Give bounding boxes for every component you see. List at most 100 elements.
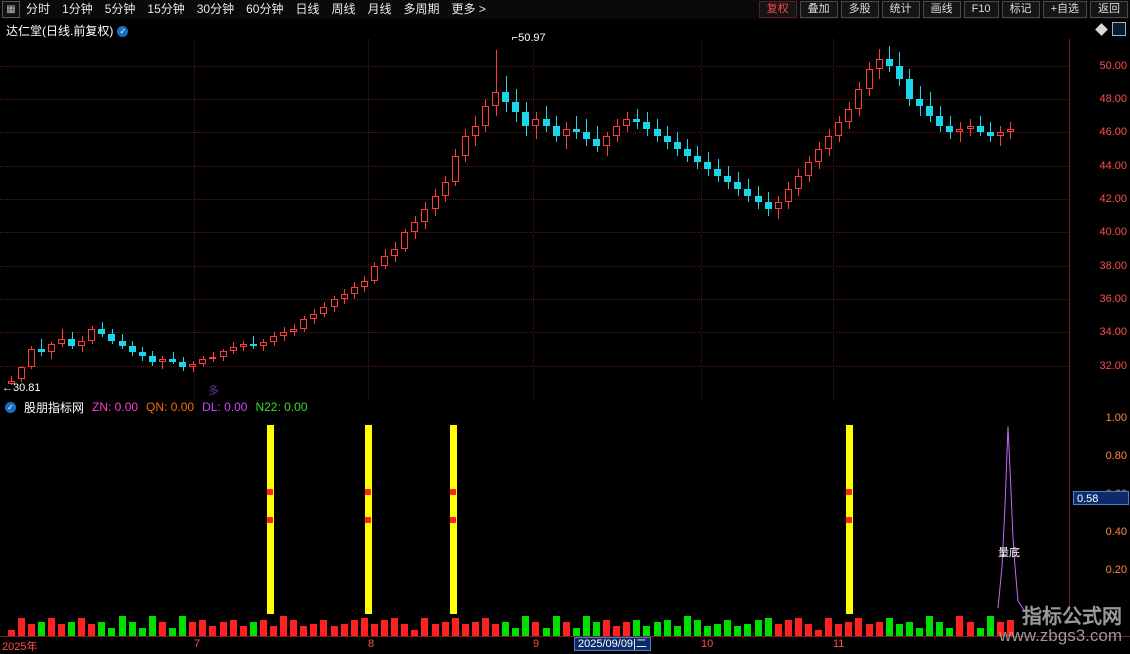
volume-bar: [926, 616, 934, 636]
candle-body: [270, 335, 277, 343]
candle-body: [68, 339, 76, 346]
volume-bar: [209, 626, 217, 636]
candle-body: [209, 357, 217, 360]
volume-bar: [239, 626, 247, 636]
candle-body: [562, 129, 570, 136]
gridline: [0, 165, 1070, 167]
candle-body: [259, 342, 267, 346]
candle-body: [249, 344, 257, 346]
toolbar-item-10[interactable]: 更多 >: [451, 2, 486, 16]
toolbar-btn-duogu[interactable]: 多股: [840, 1, 879, 18]
candle-body: [189, 364, 197, 368]
volume-bar: [401, 624, 409, 636]
candle-body: [895, 65, 903, 79]
candle-body: [936, 115, 944, 126]
candle-body: [683, 149, 691, 156]
candle-body: [290, 329, 298, 333]
candle-body: [734, 182, 742, 189]
volume-bar: [825, 618, 833, 636]
volume-bar: [270, 626, 277, 636]
date-tick-label: 2025年: [2, 641, 38, 653]
candle-body: [643, 122, 651, 129]
candle-body: [471, 125, 479, 136]
toolbar-item-6[interactable]: 日线: [295, 2, 320, 16]
volume-bar: [47, 618, 55, 636]
toolbar-item-5[interactable]: 60分钟: [246, 2, 284, 16]
volume-strip: [0, 614, 1070, 636]
date-tick-label: 11: [833, 638, 845, 650]
toolbar-btn-diejia[interactable]: 叠加: [799, 1, 838, 18]
indicator-tick-label: 0.40: [1105, 525, 1127, 538]
volume-bar: [58, 624, 66, 636]
gridline: [0, 65, 1070, 67]
toolbar-item-4[interactable]: 30分钟: [196, 2, 235, 16]
price-plot-area[interactable]: [0, 39, 1070, 399]
gridline: [0, 232, 1070, 234]
volume-bar: [734, 626, 742, 636]
window-icon[interactable]: [1112, 22, 1126, 36]
candle-body: [956, 129, 964, 133]
gridline: [0, 132, 1070, 134]
candle-body: [320, 307, 328, 314]
candle-body: [673, 142, 681, 149]
indicator-field-qn: QN: 0.00: [146, 400, 195, 414]
toolbar-item-8[interactable]: 月线: [367, 2, 392, 16]
volume-bar: [138, 628, 146, 636]
volume-bar: [996, 622, 1004, 636]
volume-bar: [936, 622, 944, 636]
signal-dot: [267, 488, 273, 495]
indicator-value-box: 0.58: [1073, 490, 1129, 505]
volume-bar: [78, 618, 86, 636]
gridline: [0, 99, 1070, 100]
toolbar-item-0[interactable]: 分时: [26, 2, 51, 16]
toolbar-item-3[interactable]: 15分钟: [147, 2, 185, 16]
candle-body: [7, 380, 15, 384]
titlebar-right: [1095, 22, 1126, 36]
toolbar-btn-tongji[interactable]: 统计: [881, 1, 920, 18]
signal-label: 量底: [998, 546, 1020, 559]
volume-bar: [875, 622, 883, 636]
toolbar-btn-fuquan[interactable]: 复权: [758, 1, 797, 18]
toolbar-btn-biaoji[interactable]: 标记: [1001, 1, 1040, 18]
date-tick-label: 8: [368, 638, 375, 650]
volume-bar: [310, 624, 318, 636]
price-tick-label: 38.00: [1099, 259, 1127, 272]
candle-body: [754, 195, 762, 203]
toolbar-btn-f10[interactable]: F10: [963, 1, 999, 18]
candle-body: [593, 139, 601, 146]
candle-body: [835, 122, 843, 136]
volume-bar: [683, 616, 691, 636]
gridline: [0, 299, 1070, 300]
price-tick-label: 36.00: [1099, 293, 1127, 305]
toolbar-item-7[interactable]: 周线: [331, 2, 356, 16]
diamond-icon[interactable]: [1095, 22, 1108, 36]
volume-bar: [441, 622, 449, 636]
toolbar-item-9[interactable]: 多周期: [403, 2, 440, 16]
toolbar-item-1[interactable]: 1分钟: [62, 2, 93, 16]
candle-body: [875, 59, 883, 69]
gridline: [0, 199, 1070, 200]
volume-bar: [633, 620, 641, 636]
indicator-line: [997, 426, 1025, 611]
volume-bar: [330, 626, 338, 636]
volume-bar: [593, 622, 601, 636]
grid-icon[interactable]: ▦: [2, 1, 20, 18]
candle-body: [219, 350, 227, 358]
candle-body: [229, 347, 237, 351]
candle-body: [704, 162, 712, 169]
volume-bar: [280, 616, 288, 636]
volume-bar: [179, 616, 187, 636]
toolbar-btn-fanhui[interactable]: 返回: [1090, 1, 1128, 18]
month-gridline: [533, 39, 534, 399]
signal-dot: [267, 517, 273, 524]
indicator-plot-area[interactable]: 量底: [0, 415, 1070, 614]
toolbar-btn-zixuan[interactable]: +自选: [1042, 1, 1087, 18]
indicator-field-zn: ZN: 0.00: [92, 400, 139, 414]
indicator-tick-label: 0.80: [1105, 449, 1127, 462]
candle-body: [138, 352, 146, 356]
volume-bar: [643, 626, 651, 636]
price-tick-label: 48.00: [1099, 93, 1127, 105]
volume-bar: [714, 624, 722, 636]
toolbar-item-2[interactable]: 5分钟: [104, 2, 136, 16]
toolbar-btn-huaxian[interactable]: 画线: [922, 1, 961, 18]
